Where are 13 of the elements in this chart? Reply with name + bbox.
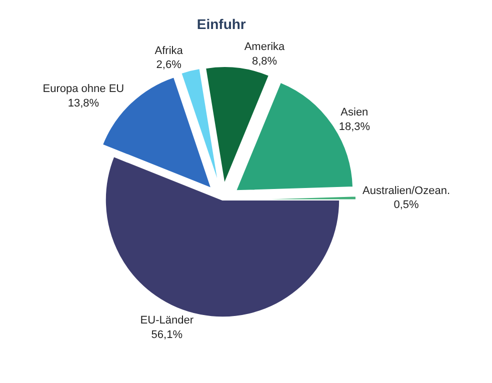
data-label: 13,8% — [68, 97, 100, 110]
slice-label: Afrika — [154, 44, 184, 57]
slice-label: EU-Länder — [140, 314, 194, 327]
slice-label: Asien — [340, 106, 368, 119]
data-label: 0,5% — [394, 199, 420, 212]
data-label: 2,6% — [156, 59, 182, 72]
data-label: 18,3% — [338, 120, 370, 133]
slice-label: Amerika — [244, 41, 286, 54]
chart-title: Einfuhr — [196, 16, 246, 32]
slice-label: Europa ohne EU — [42, 82, 124, 95]
data-label: 8,8% — [252, 56, 278, 68]
slice-label: Australien/Ozean. — [362, 184, 450, 197]
data-label: 56,1% — [151, 328, 183, 341]
